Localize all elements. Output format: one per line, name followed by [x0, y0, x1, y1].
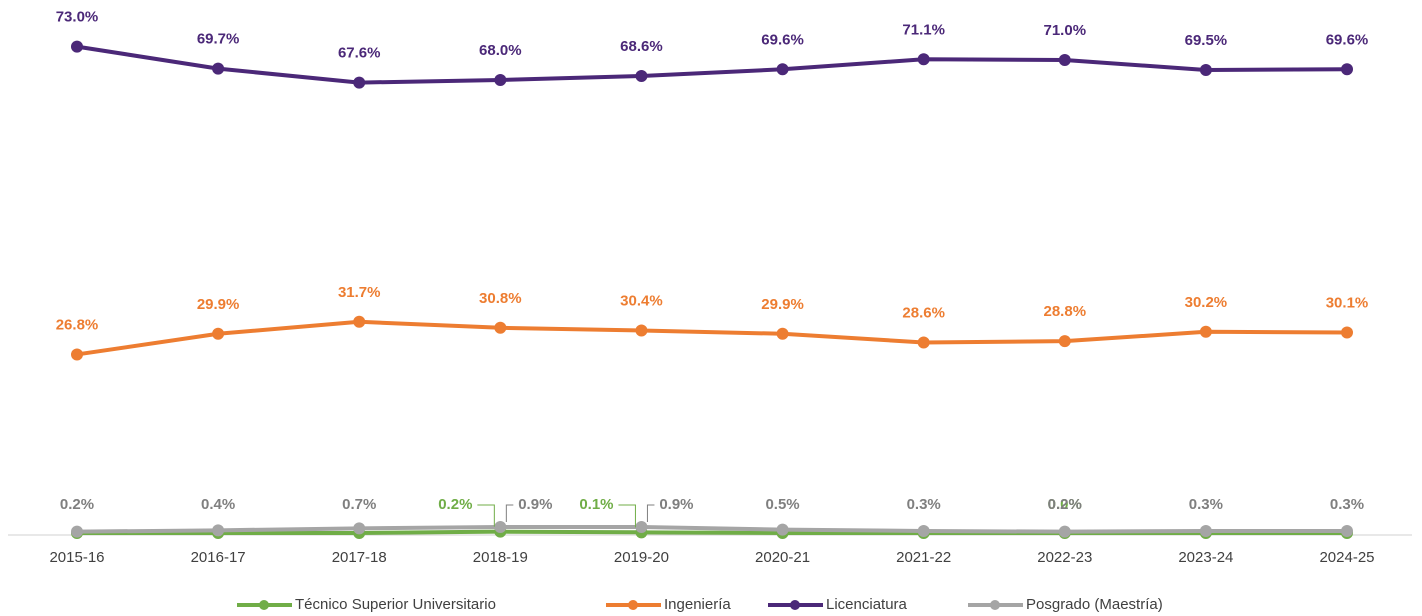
- data-label: 68.6%: [620, 38, 663, 55]
- point: [1058, 525, 1071, 538]
- x-tick-label: 2021-22: [896, 549, 951, 566]
- point: [1341, 63, 1353, 76]
- data-label: 69.5%: [1185, 32, 1228, 49]
- x-tick-label: 2023-24: [1178, 549, 1233, 566]
- data-label: 30.2%: [1185, 294, 1228, 311]
- point: [353, 315, 366, 328]
- point: [353, 76, 366, 89]
- data-label: 0.3%: [1189, 496, 1223, 513]
- leader-line: [646, 504, 655, 523]
- data-label: 68.0%: [479, 42, 522, 59]
- point: [71, 525, 83, 538]
- data-label: 73.0%: [56, 9, 99, 26]
- data-label: 69.6%: [761, 31, 804, 48]
- data-label: 67.6%: [338, 45, 381, 62]
- data-label: 0.2%: [60, 496, 94, 513]
- point: [635, 521, 648, 534]
- data-label: 0.2%: [1048, 496, 1082, 513]
- data-label: 0.4%: [201, 496, 235, 513]
- data-label: 69.6%: [1326, 31, 1369, 48]
- x-tick-label: 2016-17: [191, 549, 246, 566]
- point: [1199, 325, 1212, 338]
- data-label: 0.7%: [342, 496, 376, 513]
- data-label: 0.9%: [518, 496, 552, 513]
- x-tick-label: 2018-19: [473, 549, 528, 566]
- data-label: 28.6%: [902, 304, 945, 321]
- legend-marker: [259, 600, 269, 610]
- data-label: 69.7%: [197, 31, 240, 48]
- point: [71, 348, 83, 361]
- data-label: 0.3%: [907, 496, 941, 513]
- point: [1341, 525, 1353, 538]
- data-label: 0.9%: [659, 496, 693, 513]
- point: [917, 336, 930, 349]
- data-label: 29.9%: [197, 296, 240, 313]
- x-tick-label: 2019-20: [614, 549, 669, 566]
- point: [71, 40, 83, 53]
- series-line: [76, 525, 1347, 534]
- x-tick-label: 2022-23: [1037, 549, 1092, 566]
- point: [1058, 335, 1071, 348]
- point: [917, 53, 930, 66]
- data-label: 0.5%: [765, 496, 799, 513]
- point: [776, 523, 789, 536]
- point: [1199, 63, 1212, 76]
- point: [494, 321, 507, 334]
- point: [635, 324, 648, 337]
- legend-label: Ingeniería: [664, 596, 731, 613]
- point: [212, 62, 225, 75]
- data-label: 0.0%: [1048, 496, 1082, 513]
- point: [212, 524, 225, 537]
- data-label: 0.2%: [438, 496, 472, 513]
- series-line: [76, 44, 1348, 85]
- data-label: 0.3%: [1330, 496, 1364, 513]
- x-tick-label: 2017-18: [332, 549, 387, 566]
- data-label: 26.8%: [56, 316, 99, 333]
- data-label: 0.1%: [579, 496, 613, 513]
- legend-marker: [628, 600, 638, 610]
- point: [1199, 525, 1212, 538]
- point: [635, 69, 648, 82]
- legend-label: Técnico Superior Universitario: [295, 596, 496, 613]
- point: [353, 522, 366, 535]
- legend-label: Posgrado (Maestría): [1026, 596, 1163, 613]
- point: [917, 525, 930, 538]
- legend-label: Licenciatura: [826, 596, 908, 613]
- data-label: 30.4%: [620, 292, 663, 309]
- point: [776, 63, 789, 76]
- series-line: [76, 319, 1348, 357]
- data-label: 31.7%: [338, 284, 381, 301]
- data-label: 71.0%: [1044, 22, 1087, 39]
- leader-line: [477, 504, 495, 527]
- x-tick-label: 2015-16: [49, 549, 104, 566]
- x-tick-label: 2020-21: [755, 549, 810, 566]
- point: [1341, 326, 1353, 339]
- point: [776, 327, 789, 340]
- leader-line: [505, 504, 514, 523]
- legend-marker: [790, 600, 800, 610]
- leader-line: [618, 504, 636, 528]
- data-label: 71.1%: [902, 21, 945, 38]
- x-tick-label: 2024-25: [1319, 549, 1374, 566]
- legend-marker: [990, 600, 1000, 610]
- point: [212, 327, 225, 340]
- data-label: 30.1%: [1326, 294, 1369, 311]
- data-label: 29.9%: [761, 296, 804, 313]
- point: [494, 73, 507, 86]
- data-label: 30.8%: [479, 290, 522, 307]
- point: [1058, 53, 1071, 66]
- point: [494, 521, 507, 534]
- data-label: 28.8%: [1044, 303, 1087, 320]
